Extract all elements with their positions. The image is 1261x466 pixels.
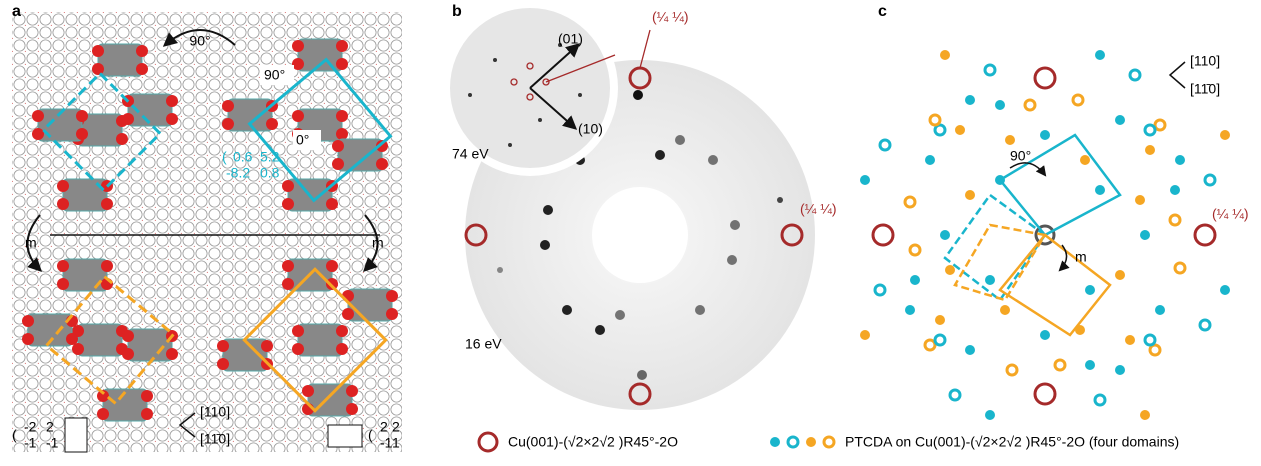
figure-element: [538, 118, 542, 122]
matrix-entry: 5.2: [260, 149, 280, 165]
angle-label: 90°: [264, 67, 285, 83]
matrix-entry: 1: [392, 435, 400, 451]
figure-element: [65, 418, 87, 452]
mirror-label: m: [1075, 249, 1087, 265]
figure-element: [1000, 235, 1110, 335]
direction-label: [11̄0]: [200, 431, 230, 447]
figure-element: [873, 225, 893, 245]
direction-label: [110]: [1190, 53, 1220, 69]
figure-element: [935, 50, 1180, 195]
legend-label: Cu(001)-(√2×2√2 )R45°-2O: [508, 434, 678, 450]
figure-element: [72, 324, 128, 356]
matrix-entry: 2: [392, 419, 400, 435]
rotation-label: 90°: [1010, 148, 1031, 164]
matrix-entry: -1: [380, 435, 393, 451]
figure-element: [468, 93, 472, 97]
figure-element: [122, 329, 178, 361]
matrix-entry: -8.2: [226, 165, 250, 181]
figure-element: [217, 339, 273, 371]
figure-element: [1195, 225, 1215, 245]
figure-element: (: [222, 149, 227, 165]
figure-element: [493, 58, 497, 62]
figure-element: [328, 425, 362, 447]
matrix-entry: 0.8: [260, 165, 280, 181]
energy-label: 16 eV: [465, 336, 502, 352]
fraction-label: (¼ ¼): [800, 201, 837, 217]
matrix-entry: -1: [46, 435, 59, 451]
matrix-entry: 0.6: [233, 149, 253, 165]
figure-element: [788, 437, 798, 447]
figure-element: [1170, 62, 1185, 88]
panel-label: a: [12, 3, 21, 20]
figure-element: [92, 44, 148, 76]
matrix-entry: -1: [24, 435, 37, 451]
figure-element: [770, 437, 780, 447]
panel-label: c: [878, 3, 887, 20]
fraction-label: (¼ ¼): [1212, 206, 1249, 222]
energy-label: 74 eV: [452, 146, 489, 162]
fraction-label: (¼ ¼): [652, 9, 689, 25]
rotation-label: 90°: [189, 33, 210, 49]
direction-label: [11̄0]: [1190, 81, 1220, 97]
figure: a 90° m m 90° 0° ( 0.6 5.2 -8.2 0.8 ( -2…: [0, 0, 1261, 461]
mirror-label: m: [372, 235, 384, 251]
index-label: (01): [558, 31, 583, 47]
direction-label: [110]: [200, 404, 230, 420]
figure-element: [860, 100, 1005, 345]
mirror-label: m: [25, 235, 37, 251]
legend-label: PTCDA on Cu(001)-(√2×2√2 )R45°-2O (four …: [845, 434, 1179, 450]
figure-element: [57, 179, 113, 211]
figure-element: [302, 384, 358, 416]
panel-a: [12, 12, 402, 452]
figure-element: [1035, 68, 1055, 88]
index-label: (10): [578, 121, 603, 137]
figure-element: [945, 195, 1045, 300]
figure-element: [1085, 125, 1230, 370]
figure-element: [57, 259, 113, 291]
figure-element: (: [12, 427, 17, 443]
figure-element: [292, 324, 348, 356]
figure-element: [592, 187, 688, 283]
figure-element: [122, 94, 178, 126]
matrix-entry: 2: [380, 419, 388, 435]
figure-element: [479, 433, 497, 451]
figure-element: [824, 437, 834, 447]
angle-label: 0°: [296, 132, 309, 148]
figure-element: [508, 143, 512, 147]
figure-element: [806, 437, 816, 447]
panel-label: b: [452, 3, 462, 20]
figure-element: [1035, 384, 1055, 404]
figure-element: [910, 275, 1155, 420]
figure-element: [578, 93, 582, 97]
matrix-entry: -2: [24, 419, 37, 435]
matrix-entry: 2: [46, 419, 54, 435]
panel-c: [860, 50, 1230, 420]
figure-element: (: [368, 427, 373, 443]
